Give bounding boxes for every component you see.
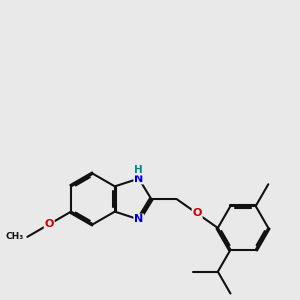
Text: CH₃: CH₃ bbox=[5, 232, 24, 241]
Text: H: H bbox=[134, 165, 143, 175]
Text: N: N bbox=[134, 174, 143, 184]
Text: N: N bbox=[134, 214, 143, 224]
Text: O: O bbox=[44, 219, 54, 229]
Text: O: O bbox=[193, 208, 202, 218]
